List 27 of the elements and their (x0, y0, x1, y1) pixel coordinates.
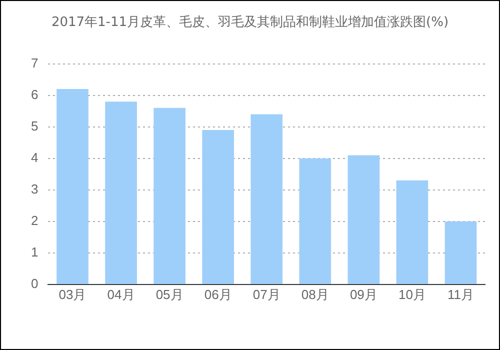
y-tick-label: 3 (30, 181, 38, 196)
y-tick-label: 0 (30, 276, 38, 291)
y-tick-label: 4 (30, 150, 38, 165)
bar (105, 102, 137, 284)
x-tick-label: 11月 (447, 286, 474, 302)
y-tick-label: 7 (30, 55, 38, 70)
x-tick-label: 05月 (156, 286, 184, 302)
bar (348, 155, 380, 284)
y-tick-label: 5 (30, 118, 38, 134)
x-tick-label: 10月 (398, 286, 426, 302)
chart-title: 2017年1-11月皮革、毛皮、羽毛及其制品和制鞋业增加值涨跌图(%) (50, 14, 450, 31)
bar (250, 114, 283, 284)
y-tick-label: 1 (30, 244, 38, 260)
x-tick-label: 09月 (350, 286, 378, 302)
y-tick-label: 2 (30, 212, 38, 228)
x-tick-label: 06月 (204, 286, 232, 302)
y-tick-label: 6 (30, 86, 38, 102)
bar (202, 130, 234, 284)
bar (56, 89, 88, 284)
x-tick-label: 07月 (252, 286, 280, 302)
bar (299, 158, 332, 284)
x-tick-label: 08月 (301, 286, 329, 302)
x-tick-label: 04月 (107, 286, 135, 302)
bar (154, 108, 186, 284)
bar (396, 180, 428, 284)
bar (444, 221, 477, 284)
x-tick-label: 03月 (58, 286, 86, 302)
